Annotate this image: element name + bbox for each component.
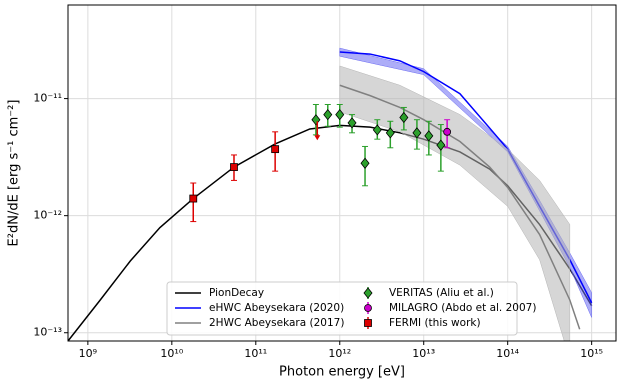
x-tick-label: 10¹⁴	[496, 347, 519, 360]
legend-box	[166, 281, 518, 336]
marker	[189, 194, 198, 203]
marker	[230, 163, 238, 171]
marker	[385, 127, 395, 139]
y-tick-label: 10⁻¹²	[33, 209, 62, 222]
x-tick-label: 10¹⁰	[160, 347, 183, 360]
legend-label: FERMI (this work)	[389, 317, 481, 329]
marker	[443, 127, 452, 136]
x-tick-label: 10¹⁵	[580, 347, 603, 360]
marker	[399, 111, 409, 124]
marker	[347, 117, 357, 129]
upper-limit-arrow	[314, 135, 321, 141]
legend-label: PionDecay	[209, 287, 264, 299]
marker	[360, 157, 370, 169]
marker	[271, 145, 280, 154]
marker	[372, 124, 382, 136]
x-tick-label: 10¹²	[328, 347, 351, 360]
marker	[311, 114, 321, 126]
line	[339, 84, 581, 330]
marker	[412, 127, 422, 139]
marker	[335, 108, 345, 121]
marker	[323, 108, 333, 121]
legend-label: MILAGRO (Abdo et al. 2007)	[389, 302, 536, 314]
y-axis-label: E²dN/dE [erg s⁻¹ cm⁻²]	[7, 100, 22, 247]
marker	[436, 139, 446, 151]
x-tick-label: 10¹³	[412, 347, 435, 360]
y-tick-label: 10⁻¹¹	[33, 92, 62, 105]
legend-label: 2HWC Abeysekara (2017)	[209, 317, 344, 329]
y-tick-label: 10⁻¹³	[33, 326, 62, 339]
x-tick-label: 10⁹	[79, 347, 97, 360]
legend-marker	[364, 319, 372, 327]
plot-frame	[67, 4, 617, 342]
legend-marker	[363, 287, 373, 299]
legend-label: eHWC Abeysekara (2020)	[209, 302, 344, 314]
x-tick-label: 10¹¹	[244, 347, 267, 360]
legend-label: VERITAS (Aliu et al.)	[389, 287, 494, 299]
x-axis-label: Photon energy [eV]	[279, 365, 405, 380]
legend-marker	[364, 304, 372, 312]
marker	[424, 130, 434, 142]
